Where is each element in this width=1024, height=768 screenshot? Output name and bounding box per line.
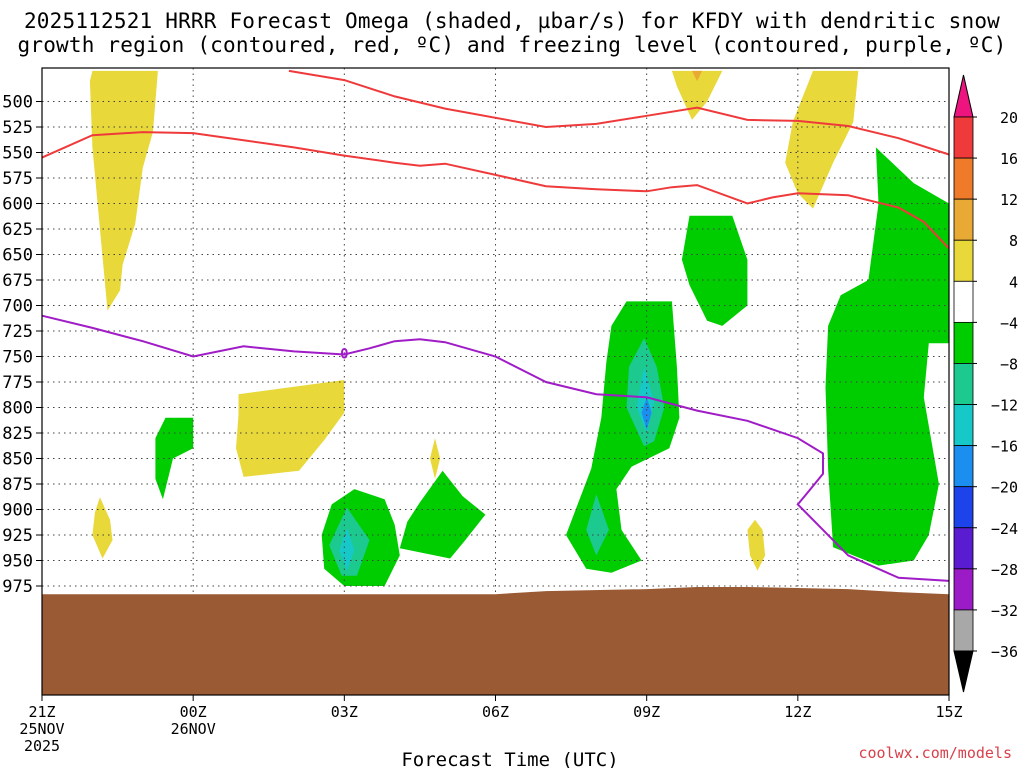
omega-green-right bbox=[825, 147, 949, 566]
y-tick-label-775: 775 bbox=[2, 373, 33, 393]
colorbar-swatch-10 bbox=[953, 527, 974, 570]
omega-green-10z bbox=[681, 215, 748, 326]
dgz-upper-red bbox=[288, 69, 950, 156]
colorbar-label-9: −20 bbox=[991, 479, 1018, 497]
dgz-lower-red bbox=[41, 131, 950, 250]
y-tick-label-575: 575 bbox=[2, 169, 33, 189]
x-tick-label-6-0: 03Z bbox=[331, 703, 358, 721]
terrain-surface bbox=[42, 587, 949, 695]
watermark: coolwx.com/models bbox=[858, 744, 1012, 762]
colorbar-label-6: −8 bbox=[1000, 355, 1018, 373]
omega-blue-09z bbox=[641, 397, 652, 430]
omega-green-04z bbox=[399, 470, 486, 559]
colorbar-swatch-7 bbox=[953, 404, 974, 447]
colorbar-label-5: −4 bbox=[1000, 314, 1018, 332]
y-tick-label-650: 650 bbox=[2, 246, 33, 266]
colorbar-label-7: −12 bbox=[991, 397, 1018, 415]
omega-green-825 bbox=[155, 417, 194, 500]
x-tick-label-0-2: 2025 bbox=[24, 737, 60, 755]
colorbar-swatch-9 bbox=[953, 486, 974, 529]
omega-green-09z bbox=[566, 301, 680, 573]
y-tick-label-925: 925 bbox=[2, 526, 33, 546]
y-tick-label-675: 675 bbox=[2, 271, 33, 291]
colorbar-label-3: 8 bbox=[1009, 232, 1018, 250]
contour-layer: 0 bbox=[41, 69, 950, 582]
y-tick-label-975: 975 bbox=[2, 577, 33, 597]
chart-title-line-2: growth region (contoured, red, ºC) and f… bbox=[17, 33, 1007, 57]
omega-yellow-mid bbox=[236, 380, 345, 477]
colorbar-label-10: −24 bbox=[991, 520, 1018, 538]
y-axis: 500 525 550 575 600 625 650 675 700 725 750 775 800 8… bbox=[2, 93, 42, 597]
y-tick-label-825: 825 bbox=[2, 424, 33, 444]
colorbar-swatch-11 bbox=[953, 568, 974, 611]
colorbar-swatch-4 bbox=[953, 280, 974, 323]
freezing-level-purple bbox=[41, 314, 950, 582]
x-tick-label-12-0: 09Z bbox=[633, 703, 660, 721]
colorbar: 20 16 12 8 4 −4 −8 −12 −16 −20 −24 −28 −32 −36 bbox=[953, 74, 1018, 693]
colorbar-label-0: 20 bbox=[1000, 109, 1018, 127]
x-tick-label-18-0: 15Z bbox=[935, 703, 962, 721]
colorbar-label-12: −32 bbox=[991, 602, 1018, 620]
y-tick-label-500: 500 bbox=[2, 93, 33, 113]
omega-yellow-top-10z bbox=[671, 70, 723, 120]
freezing-level-label: 0 bbox=[340, 346, 348, 362]
x-tick-label-0-1: 25NOV bbox=[19, 720, 64, 738]
colorbar-label-2: 12 bbox=[1000, 191, 1018, 209]
colorbar-label-8: −16 bbox=[991, 438, 1018, 456]
y-tick-label-600: 600 bbox=[2, 195, 33, 215]
x-tick-label-3-0: 00Z bbox=[180, 703, 207, 721]
omega-yellow-right-12z bbox=[785, 70, 859, 209]
y-tick-label-725: 725 bbox=[2, 322, 33, 342]
y-tick-label-850: 850 bbox=[2, 450, 33, 470]
y-tick-label-800: 800 bbox=[2, 399, 33, 419]
colorbar-label-1: 16 bbox=[1000, 150, 1018, 168]
y-tick-label-625: 625 bbox=[2, 220, 33, 240]
y-tick-label-550: 550 bbox=[2, 144, 33, 164]
omega-yellow-925-11z bbox=[747, 519, 766, 571]
y-tick-label-750: 750 bbox=[2, 348, 33, 368]
colorbar-swatch-1 bbox=[953, 157, 974, 200]
colorbar-swatch-3 bbox=[953, 239, 974, 282]
omega-shading-layer bbox=[89, 70, 949, 586]
x-tick-label-9-0: 06Z bbox=[482, 703, 509, 721]
omega-yellow-left bbox=[89, 70, 158, 311]
chart-title-line-1: 2025112521 HRRR Forecast Omega (shaded, … bbox=[23, 9, 1001, 33]
colorbar-bottom-arrow bbox=[953, 650, 974, 693]
colorbar-label-13: −36 bbox=[991, 643, 1018, 661]
colorbar-swatch-2 bbox=[953, 198, 974, 241]
colorbar-swatch-6 bbox=[953, 363, 974, 405]
colorbar-swatch-5 bbox=[953, 321, 974, 364]
x-tick-label-0-0: 21Z bbox=[28, 703, 55, 721]
y-tick-label-700: 700 bbox=[2, 297, 33, 317]
omega-orange-top-10z bbox=[692, 70, 703, 82]
colorbar-swatch-8 bbox=[953, 445, 974, 488]
colorbar-label-4: 4 bbox=[1009, 273, 1018, 291]
colorbar-top-arrow bbox=[953, 74, 974, 118]
colorbar-swatch-0 bbox=[953, 116, 974, 159]
y-tick-label-525: 525 bbox=[2, 118, 33, 138]
y-tick-label-900: 900 bbox=[2, 501, 33, 521]
ground-layer bbox=[42, 587, 949, 695]
y-tick-label-950: 950 bbox=[2, 552, 33, 572]
x-tick-label-3-1: 26NOV bbox=[171, 720, 216, 738]
omega-yellow-small-925 bbox=[92, 497, 113, 559]
y-tick-label-875: 875 bbox=[2, 475, 33, 495]
omega-teal-0730z bbox=[586, 494, 609, 556]
colorbar-label-11: −28 bbox=[991, 561, 1018, 579]
colorbar-swatch-12 bbox=[953, 609, 974, 652]
omega-yellow-850 bbox=[430, 438, 441, 479]
x-axis-label: Forecast Time (UTC) bbox=[401, 749, 618, 768]
x-tick-label-15-0: 12Z bbox=[784, 703, 811, 721]
